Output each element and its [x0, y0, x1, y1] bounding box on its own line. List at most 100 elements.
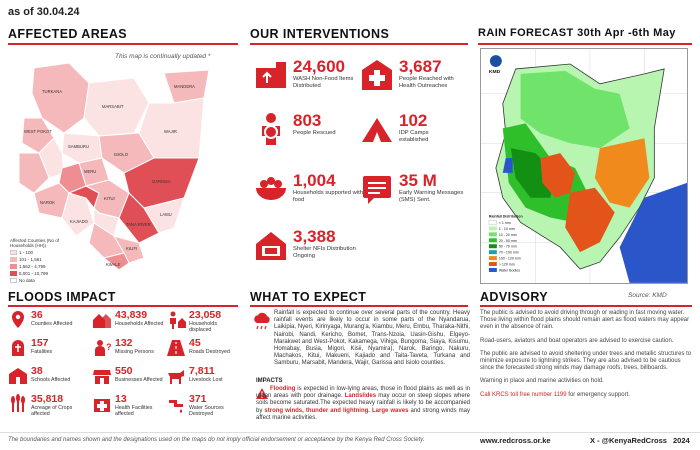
map-label: WEST POKOT	[24, 129, 52, 134]
stat-value: 1,004	[293, 171, 336, 190]
county-kajiado	[61, 192, 95, 237]
map-pin-icon	[12, 311, 24, 328]
wash-nfi-icon	[256, 62, 286, 88]
legend-swatch	[10, 271, 17, 276]
stat-label: Shelter NFIs Distribution Ongoing	[293, 246, 356, 259]
hotline-number[interactable]: Call KRCS toll free number 1199	[480, 391, 567, 398]
stat-value: 102	[399, 111, 428, 130]
map-label: TANA RIVER	[126, 222, 151, 227]
message-icon	[363, 176, 391, 204]
impact-stat: 43,839 Households Affected	[92, 310, 165, 330]
shelter-icon	[256, 232, 286, 260]
section-divider	[8, 305, 238, 307]
map-label: WAJIR	[164, 129, 177, 134]
tent-icon	[362, 118, 392, 142]
stat-value: 3,687	[399, 57, 442, 76]
intervention-stat: 3,687 People Reached with Health Outreach…	[360, 58, 469, 92]
legend-item: 101 - 1,561	[10, 257, 60, 262]
impact-stat: ? 132 Missing Persons	[92, 338, 165, 358]
map-label: MERU	[84, 169, 96, 174]
affected-counties-map: TURKANA MARSABIT MANDERA WAJIR ISIOLO GA…	[18, 62, 210, 271]
advisory-paragraph: The public are advised to avoid shelteri…	[480, 350, 692, 372]
county-western	[18, 152, 50, 194]
svg-text:10 - 20 mm: 10 - 20 mm	[499, 233, 517, 237]
county-turkana	[31, 62, 90, 134]
food-bowl-icon	[256, 177, 286, 200]
intervention-stat: 803 People Rescued	[254, 112, 353, 146]
legend-item: 5,001 - 10,799	[10, 271, 60, 276]
map-label: KILIFI	[126, 246, 137, 251]
houses-icon	[93, 314, 111, 328]
map-label: LAMU	[160, 212, 172, 217]
rain-forecast-map: KMD Rainfall Distribution < 1 mm 1 - 10 …	[480, 48, 688, 284]
svg-text:Water Bodies: Water Bodies	[499, 268, 520, 272]
impact-stat: 23,058 Households displaced	[166, 310, 239, 333]
website-link[interactable]: www.redcross.or.ke	[480, 436, 551, 445]
map-label: KWALE	[106, 262, 121, 267]
impact-landslides: Landslides	[344, 393, 377, 400]
county-kilifi	[112, 235, 145, 264]
stat-value: 24,600	[293, 57, 345, 76]
social-handle[interactable]: X - @KenyaRedCross	[590, 436, 667, 445]
map-label: SAMBURU	[68, 144, 89, 149]
impact-stat: 45 Roads Destroyed	[166, 338, 239, 358]
kmd-label: KMD	[489, 69, 501, 75]
map-label: TURKANA	[42, 89, 62, 94]
section-divider	[480, 305, 692, 307]
impacts-text: Flooding is expected in low-lying areas,…	[256, 386, 471, 421]
school-icon	[9, 368, 27, 384]
rain-forecast-title: RAIN FORECAST 30th Apr -6th May	[478, 27, 676, 39]
section-divider	[8, 43, 238, 45]
year: 2024	[673, 436, 690, 445]
hotline: Call KRCS toll free number 1199 for emer…	[480, 391, 630, 398]
stat-value: 803	[293, 111, 322, 130]
map-legend: Affected Counties (No of Households (HH)…	[10, 238, 60, 283]
map-label: NAROK	[40, 200, 55, 205]
intervention-stat: 35 M Early Warning Messages (SMS) Sent.	[360, 172, 469, 206]
interventions-title: OUR INTERVENTIONS	[250, 27, 390, 41]
business-icon	[93, 370, 111, 384]
footer-divider	[0, 432, 700, 433]
impact-flooding: Flooding	[270, 386, 296, 392]
stat-label: IDP Camps established	[399, 130, 429, 143]
rescue-icon	[262, 113, 280, 145]
svg-text:20 - 50 mm: 20 - 50 mm	[499, 239, 517, 243]
impact-stat: 550 Businesses Affected	[92, 366, 165, 386]
crops-icon	[11, 394, 25, 412]
as-of-date: as of 30.04.24	[8, 6, 80, 18]
health-cross-icon	[362, 60, 392, 90]
impact-stat: 157 Fatalities	[8, 338, 81, 358]
legend-title: Affected Counties (No of Households (HH)…	[10, 238, 59, 248]
road-icon	[167, 340, 185, 356]
stat-value: 35 M	[399, 171, 437, 190]
health-facility-icon	[94, 399, 110, 412]
svg-text:50 - 70 mm: 50 - 70 mm	[499, 245, 517, 249]
forecast-text: Rainfall is expected to continue over se…	[274, 310, 470, 367]
warning-icon	[256, 388, 268, 399]
svg-text:> 120 mm: > 120 mm	[499, 263, 515, 267]
impact-stat: 38 Schools Affected	[8, 366, 81, 386]
advisory-text: The public is advised to avoid driving t…	[480, 310, 692, 405]
legend-swatch	[10, 278, 17, 283]
what-to-expect-title: WHAT TO EXPECT	[250, 290, 367, 304]
svg-text:100 - 120 mm: 100 - 120 mm	[499, 257, 521, 261]
missing-person-icon: ?	[95, 340, 112, 356]
impact-stat: 36 Counties Affected	[8, 310, 81, 330]
section-divider	[250, 305, 468, 307]
svg-text:1 - 10 mm: 1 - 10 mm	[499, 227, 515, 231]
rain-cloud-icon	[254, 312, 270, 330]
legend-swatch	[10, 257, 17, 262]
map-update-note: This map is continually updated *	[115, 53, 211, 60]
stat-value: 3,388	[293, 227, 336, 246]
rain-source: Source: KMD	[628, 292, 667, 299]
livestock-icon	[168, 370, 184, 384]
displaced-icon	[170, 311, 186, 329]
county-kwale	[102, 252, 130, 271]
county-lamu	[143, 197, 185, 234]
floods-impact-title: FLOODS IMPACT	[8, 290, 116, 304]
fatality-icon	[12, 340, 24, 356]
stat-label: People Rescued	[293, 130, 336, 136]
stat-label: Early Warning Messages (SMS) Sent.	[399, 190, 464, 203]
map-label: MANDERA	[174, 84, 195, 89]
intervention-stat: 102 IDP Camps established	[360, 112, 459, 146]
